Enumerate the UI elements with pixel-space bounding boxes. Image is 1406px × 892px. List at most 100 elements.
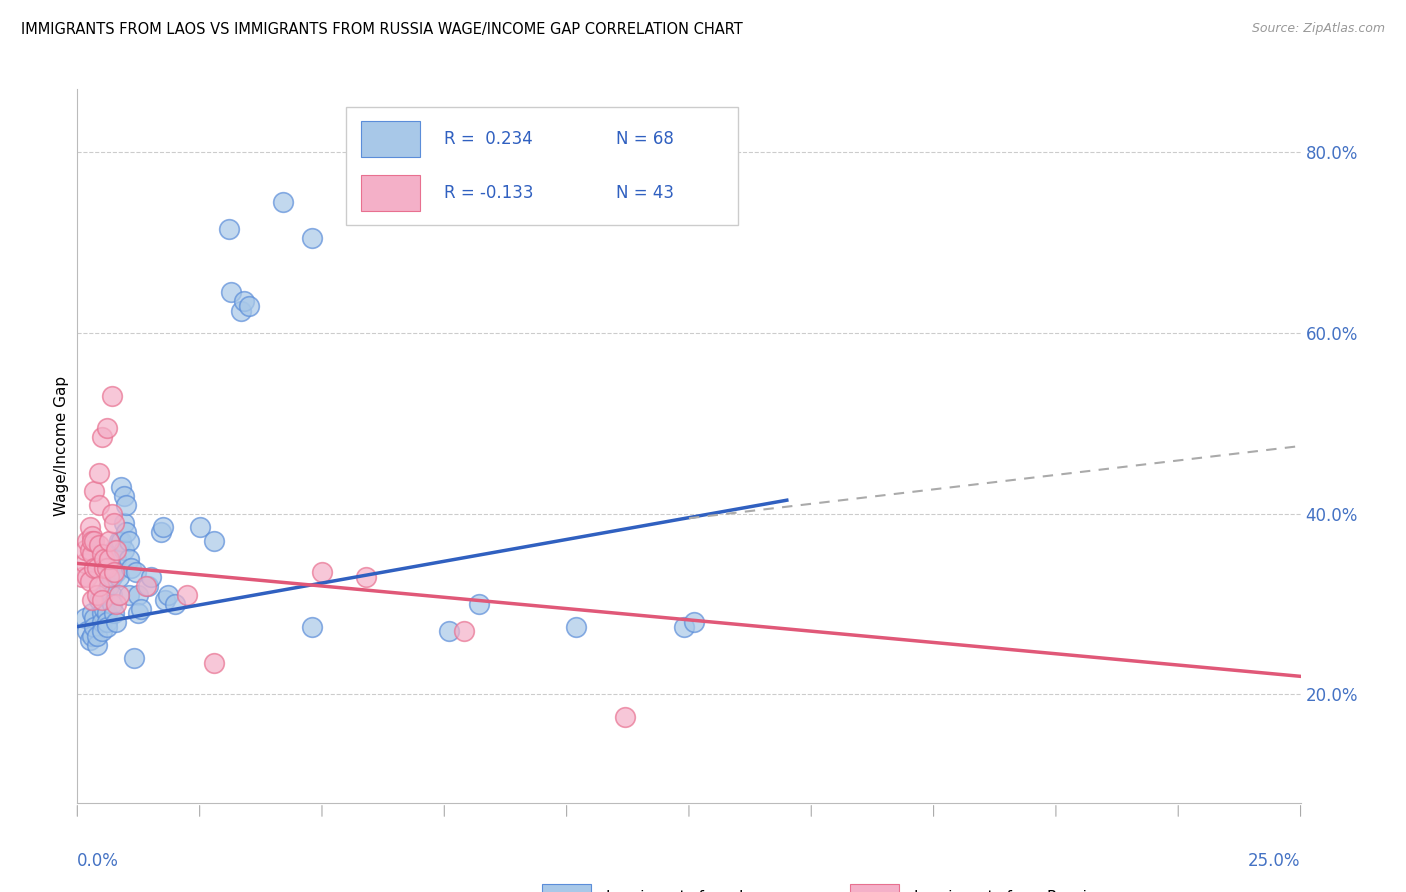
Point xyxy=(136,579,159,593)
Point xyxy=(73,557,96,571)
Point xyxy=(98,579,121,593)
Point xyxy=(100,389,122,403)
Point xyxy=(73,542,96,557)
Point xyxy=(105,597,128,611)
Point xyxy=(115,498,138,512)
Text: Immigrants from Laos: Immigrants from Laos xyxy=(606,890,775,892)
Point xyxy=(202,533,225,548)
Point xyxy=(83,533,105,548)
Point xyxy=(105,566,128,580)
Point xyxy=(453,624,475,639)
Point xyxy=(86,638,108,652)
Point xyxy=(90,624,112,639)
Point xyxy=(93,561,115,575)
Point xyxy=(80,529,103,543)
Point xyxy=(100,570,122,584)
Point xyxy=(80,592,103,607)
FancyBboxPatch shape xyxy=(346,107,738,225)
Point xyxy=(231,303,253,318)
Point xyxy=(90,592,112,607)
Point xyxy=(79,542,101,557)
Point xyxy=(89,466,111,480)
Point xyxy=(96,561,118,575)
Point xyxy=(108,533,131,548)
FancyBboxPatch shape xyxy=(361,120,420,157)
Point xyxy=(90,548,112,562)
Point xyxy=(89,579,111,593)
Point xyxy=(80,629,103,643)
Point xyxy=(152,520,174,534)
Point xyxy=(110,533,132,548)
Point xyxy=(98,533,121,548)
Text: IMMIGRANTS FROM LAOS VS IMMIGRANTS FROM RUSSIA WAGE/INCOME GAP CORRELATION CHART: IMMIGRANTS FROM LAOS VS IMMIGRANTS FROM … xyxy=(21,22,742,37)
Point xyxy=(89,592,111,607)
Point xyxy=(70,570,93,584)
Point xyxy=(79,574,101,589)
Point xyxy=(301,620,323,634)
Point xyxy=(301,231,323,245)
Point xyxy=(98,566,121,580)
Point xyxy=(90,606,112,620)
Point xyxy=(354,570,377,584)
Point xyxy=(112,516,135,530)
Point xyxy=(673,620,696,634)
Point xyxy=(80,533,103,548)
Point xyxy=(103,566,125,580)
Point xyxy=(79,520,101,534)
Point xyxy=(83,610,105,624)
Point xyxy=(437,624,460,639)
Point xyxy=(96,615,118,629)
Point xyxy=(80,606,103,620)
Point xyxy=(103,606,125,620)
Point xyxy=(83,620,105,634)
Point xyxy=(76,570,98,584)
Point xyxy=(86,588,108,602)
Point xyxy=(93,588,115,602)
Point xyxy=(127,606,149,620)
Y-axis label: Wage/Income Gap: Wage/Income Gap xyxy=(53,376,69,516)
Point xyxy=(565,620,588,634)
Point xyxy=(110,480,132,494)
Point xyxy=(682,615,704,629)
Point xyxy=(105,542,128,557)
Point xyxy=(93,601,115,615)
Point xyxy=(108,570,131,584)
Text: 25.0%: 25.0% xyxy=(1249,853,1301,871)
Point xyxy=(100,588,122,602)
Point xyxy=(96,620,118,634)
Point xyxy=(83,484,105,499)
Point xyxy=(118,533,141,548)
Point xyxy=(90,430,112,444)
Point xyxy=(115,524,138,539)
Point xyxy=(89,498,111,512)
Point xyxy=(103,516,125,530)
Point xyxy=(118,588,141,602)
Point xyxy=(188,520,211,534)
FancyBboxPatch shape xyxy=(851,884,900,892)
Point xyxy=(98,552,121,566)
Point xyxy=(83,561,105,575)
Point xyxy=(165,597,187,611)
Text: R =  0.234: R = 0.234 xyxy=(444,130,533,148)
Point xyxy=(467,597,489,611)
Text: 0.0%: 0.0% xyxy=(77,853,120,871)
Point xyxy=(103,542,125,557)
Text: N = 43: N = 43 xyxy=(616,184,673,202)
Point xyxy=(202,656,225,670)
Text: Immigrants from Russia: Immigrants from Russia xyxy=(914,890,1097,892)
Point xyxy=(135,579,157,593)
Point xyxy=(155,592,177,607)
Point xyxy=(79,633,101,648)
FancyBboxPatch shape xyxy=(543,884,591,892)
Point xyxy=(96,421,118,435)
Point xyxy=(100,597,122,611)
Point xyxy=(129,601,152,615)
Point xyxy=(614,710,637,724)
Point xyxy=(120,561,142,575)
Point xyxy=(112,489,135,503)
Point xyxy=(80,548,103,562)
Point xyxy=(118,552,141,566)
Point xyxy=(76,533,98,548)
FancyBboxPatch shape xyxy=(361,175,420,211)
Point xyxy=(112,542,135,557)
